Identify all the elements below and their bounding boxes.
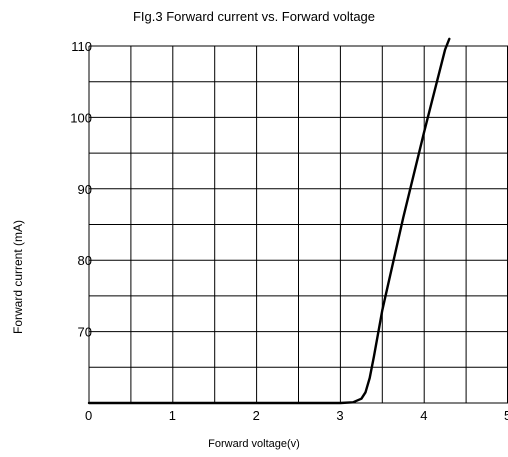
y-tick-label: 80 [78, 253, 92, 268]
x-tick-label: 0 [85, 408, 92, 423]
x-tick-label: 5 [504, 408, 508, 423]
x-tick-label: 2 [253, 408, 260, 423]
y-axis-label: Forward current (mA) [11, 219, 25, 335]
y-tick-label: 100 [70, 110, 92, 125]
tick-labels: 0 1 2 3 4 5 70 80 90 100 110 [70, 39, 508, 423]
x-tick-label: 3 [336, 408, 343, 423]
y-tick-label: 90 [78, 182, 92, 197]
chart-title: FIg.3 Forward current vs. Forward voltag… [132, 9, 376, 24]
x-axis-label: Forward voltage(v) [208, 438, 300, 450]
series-line-forward-current [87, 37, 451, 405]
y-tick-label: 110 [71, 39, 92, 54]
x-tick-label: 1 [169, 408, 176, 423]
x-tick-label: 4 [420, 408, 427, 423]
y-tick-label: 70 [78, 325, 92, 340]
grid [88, 45, 508, 404]
